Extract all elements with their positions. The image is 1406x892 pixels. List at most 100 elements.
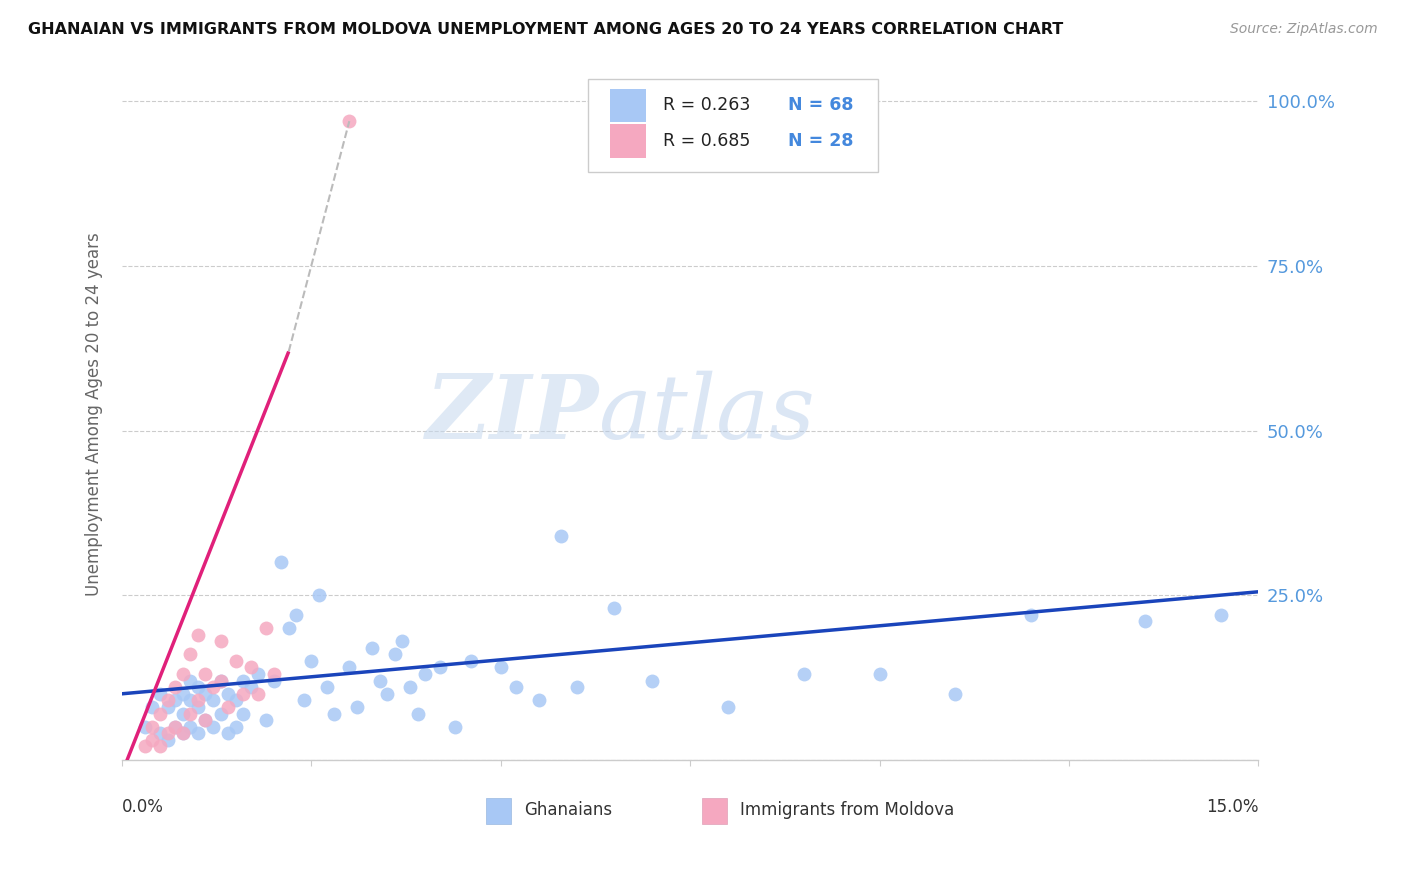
Point — [201, 680, 224, 694]
Point — [156, 732, 179, 747]
Text: R = 0.685: R = 0.685 — [664, 132, 751, 150]
Point — [141, 700, 163, 714]
Point — [187, 700, 209, 714]
Text: Ghanaians: Ghanaians — [524, 801, 613, 819]
Point — [346, 700, 368, 714]
FancyBboxPatch shape — [588, 78, 877, 172]
Point — [565, 680, 588, 694]
Point — [165, 693, 187, 707]
Point — [254, 621, 277, 635]
Y-axis label: Unemployment Among Ages 20 to 24 years: Unemployment Among Ages 20 to 24 years — [86, 232, 103, 596]
Point — [270, 555, 292, 569]
Point — [391, 634, 413, 648]
Point — [368, 673, 391, 688]
Point — [277, 621, 299, 635]
Point — [793, 667, 815, 681]
Point — [225, 693, 247, 707]
Point — [247, 687, 270, 701]
Point — [869, 667, 891, 681]
Point — [361, 640, 384, 655]
Point — [225, 654, 247, 668]
Bar — [610, 88, 645, 121]
Point — [156, 726, 179, 740]
Bar — [485, 797, 510, 824]
Point — [505, 680, 527, 694]
Point — [165, 720, 187, 734]
Point — [172, 667, 194, 681]
Point — [179, 706, 201, 721]
Point — [217, 726, 239, 740]
Point — [187, 627, 209, 641]
Point — [165, 680, 187, 694]
Point — [232, 687, 254, 701]
Point — [489, 660, 512, 674]
Point — [209, 706, 232, 721]
Point — [603, 601, 626, 615]
Point — [429, 660, 451, 674]
Point — [232, 706, 254, 721]
Point — [187, 680, 209, 694]
Point — [1209, 607, 1232, 622]
Point — [149, 726, 172, 740]
Text: GHANAIAN VS IMMIGRANTS FROM MOLDOVA UNEMPLOYMENT AMONG AGES 20 TO 24 YEARS CORRE: GHANAIAN VS IMMIGRANTS FROM MOLDOVA UNEM… — [28, 22, 1063, 37]
Point — [217, 700, 239, 714]
Text: Immigrants from Moldova: Immigrants from Moldova — [740, 801, 955, 819]
Bar — [702, 797, 727, 824]
Point — [172, 706, 194, 721]
Text: ZIP: ZIP — [426, 371, 599, 458]
Point — [141, 720, 163, 734]
Point — [641, 673, 664, 688]
Point — [194, 667, 217, 681]
Text: Source: ZipAtlas.com: Source: ZipAtlas.com — [1230, 22, 1378, 37]
Point — [406, 706, 429, 721]
Point — [217, 687, 239, 701]
Point — [194, 713, 217, 727]
Point — [194, 713, 217, 727]
Point — [179, 648, 201, 662]
Point — [179, 673, 201, 688]
Point — [301, 654, 323, 668]
Point — [209, 673, 232, 688]
Text: R = 0.263: R = 0.263 — [664, 96, 751, 114]
Point — [460, 654, 482, 668]
Point — [209, 634, 232, 648]
Point — [172, 726, 194, 740]
Point — [337, 114, 360, 128]
Point — [375, 687, 398, 701]
Point — [179, 720, 201, 734]
Point — [254, 713, 277, 727]
Point — [717, 700, 740, 714]
Point — [172, 726, 194, 740]
Point — [1019, 607, 1042, 622]
Point — [444, 720, 467, 734]
Point — [225, 720, 247, 734]
Point — [156, 693, 179, 707]
Point — [550, 529, 572, 543]
Point — [337, 660, 360, 674]
Point — [1133, 615, 1156, 629]
Point — [141, 732, 163, 747]
Point — [209, 673, 232, 688]
Point — [172, 687, 194, 701]
Text: 0.0%: 0.0% — [122, 797, 165, 815]
Point — [194, 687, 217, 701]
Point — [285, 607, 308, 622]
Point — [323, 706, 346, 721]
Point — [134, 720, 156, 734]
Point — [315, 680, 337, 694]
Point — [156, 700, 179, 714]
Point — [399, 680, 422, 694]
Text: N = 28: N = 28 — [787, 132, 853, 150]
Point — [134, 739, 156, 754]
Point — [308, 588, 330, 602]
Point — [263, 673, 285, 688]
Bar — [610, 125, 645, 158]
Point — [239, 680, 262, 694]
Point — [187, 693, 209, 707]
Point — [239, 660, 262, 674]
Text: 15.0%: 15.0% — [1206, 797, 1258, 815]
Text: N = 68: N = 68 — [787, 96, 853, 114]
Point — [384, 648, 406, 662]
Point — [292, 693, 315, 707]
Point — [945, 687, 967, 701]
